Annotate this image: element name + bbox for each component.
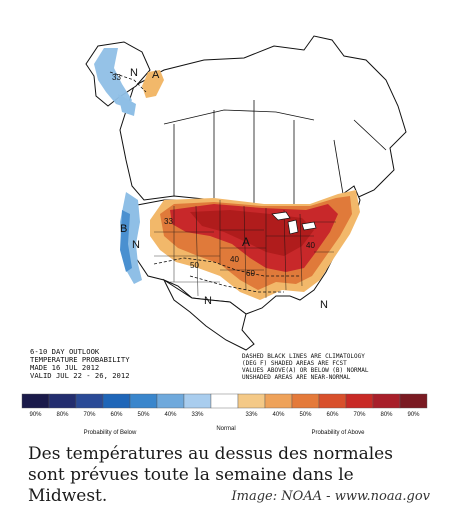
image-credit: Image: NOAA - www.noaa.gov bbox=[231, 489, 430, 504]
legend-swatch-label: 80% bbox=[56, 412, 69, 418]
above-label: Probability of Above bbox=[311, 430, 365, 436]
legend-swatch bbox=[75, 393, 104, 409]
legend-swatch bbox=[183, 393, 212, 409]
outlook-title-line-3: MADE 16 JUL 2012 bbox=[30, 363, 99, 372]
great-lakes bbox=[271, 211, 317, 235]
province-lines bbox=[163, 100, 387, 206]
alaska-below-area bbox=[94, 48, 132, 108]
outlook-note-3: VALUES ABOVE(A) OR BELOW (B) NORMAL bbox=[242, 367, 369, 374]
outlook-title-line-4: VALID JUL 22 - 26, 2012 bbox=[30, 371, 130, 380]
legend-swatch bbox=[102, 393, 131, 409]
mexico-landmass bbox=[162, 278, 255, 351]
legend-swatch bbox=[264, 393, 293, 409]
canada-landmass bbox=[119, 35, 407, 207]
contour-40a-label: 40 bbox=[230, 255, 239, 264]
legend-svg: Probability of Below Normal Probability … bbox=[21, 393, 428, 436]
legend-swatch bbox=[372, 393, 401, 409]
legend-swatch bbox=[291, 393, 320, 409]
southeast-n-label: N bbox=[320, 299, 328, 311]
alaska-below-area-2 bbox=[118, 94, 136, 116]
legend-swatch bbox=[318, 393, 347, 409]
alaska-33-label: 33 bbox=[112, 73, 121, 82]
outlook-map: N A 33 B N A N N 40 40 50 60 33 6-10 DAY… bbox=[14, 0, 440, 392]
outlook-notes-block: DASHED BLACK LINES ARE CLIMATOLOGY (DEG … bbox=[242, 353, 369, 381]
climatology-lines bbox=[109, 71, 300, 293]
caption-line-1: Des températures au dessus des normales bbox=[28, 444, 393, 464]
alaska-n-label: N bbox=[130, 67, 138, 79]
pacific-n-label: N bbox=[132, 239, 140, 251]
southwest-n-label: N bbox=[204, 295, 212, 307]
legend-swatch-label: 60% bbox=[110, 412, 123, 418]
pacific-below-area-strong bbox=[120, 210, 132, 272]
below-label: Probability of Below bbox=[84, 430, 137, 436]
above-area-core bbox=[190, 210, 314, 256]
outlook-title-line-1: 6-10 DAY OUTLOOK bbox=[30, 347, 100, 356]
state-lines bbox=[154, 200, 336, 298]
legend-swatch-label: 90% bbox=[29, 412, 42, 418]
legend-swatch bbox=[237, 393, 266, 409]
legend-swatch bbox=[129, 393, 158, 409]
legend-swatch-label: 80% bbox=[380, 412, 393, 418]
legend-swatch bbox=[48, 393, 77, 409]
caption: Des températures au dessus des normales … bbox=[28, 444, 438, 507]
legend-swatch-label: 50% bbox=[299, 412, 312, 418]
legend-swatch bbox=[345, 393, 374, 409]
outlook-note-2: (DEG F) SHADED AREAS ARE FCST bbox=[242, 360, 347, 367]
legend-swatch-label: 40% bbox=[272, 412, 285, 418]
legend-swatch bbox=[399, 393, 428, 409]
probability-legend: Probability of Below Normal Probability … bbox=[14, 390, 440, 440]
legend-swatch bbox=[210, 393, 239, 409]
contour-40b-label: 40 bbox=[306, 241, 315, 250]
legend-swatch-label: 70% bbox=[353, 412, 366, 418]
outlook-note-1: DASHED BLACK LINES ARE CLIMATOLOGY bbox=[242, 353, 365, 360]
legend-swatch-label: 70% bbox=[83, 412, 96, 418]
outlook-note-4: UNSHADED AREAS ARE NEAR-NORMAL bbox=[242, 374, 351, 381]
outlook-title-line-2: TEMPERATURE PROBABILITY bbox=[30, 355, 130, 364]
contour-50-label: 50 bbox=[190, 261, 199, 270]
legend-swatch-label: 90% bbox=[407, 412, 420, 418]
normal-label: Normal bbox=[216, 426, 235, 432]
legend-swatch-label: 40% bbox=[164, 412, 177, 418]
caption-line-2: sont prévues toute la semaine dans le bbox=[28, 465, 354, 485]
legend-swatch bbox=[156, 393, 185, 409]
caption-line-3: Midwest. bbox=[28, 486, 108, 506]
legend-swatch-label: 60% bbox=[326, 412, 339, 418]
legend-swatch-label: 33% bbox=[191, 412, 204, 418]
central-a-label: A bbox=[242, 235, 250, 249]
contour-33b-label: 33 bbox=[164, 217, 173, 226]
alaska-above-area bbox=[142, 70, 164, 98]
pacific-b-label: B bbox=[120, 223, 127, 235]
outlook-map-svg: N A 33 B N A N N 40 40 50 60 33 6-10 DAY… bbox=[30, 35, 407, 381]
contour-60-label: 60 bbox=[246, 269, 255, 278]
alaska-a-label: A bbox=[152, 69, 160, 81]
legend-swatch-label: 50% bbox=[137, 412, 150, 418]
legend-swatch-label: 33% bbox=[245, 412, 258, 418]
outlook-title-block: 6-10 DAY OUTLOOK TEMPERATURE PROBABILITY… bbox=[30, 347, 130, 380]
legend-swatch bbox=[21, 393, 50, 409]
